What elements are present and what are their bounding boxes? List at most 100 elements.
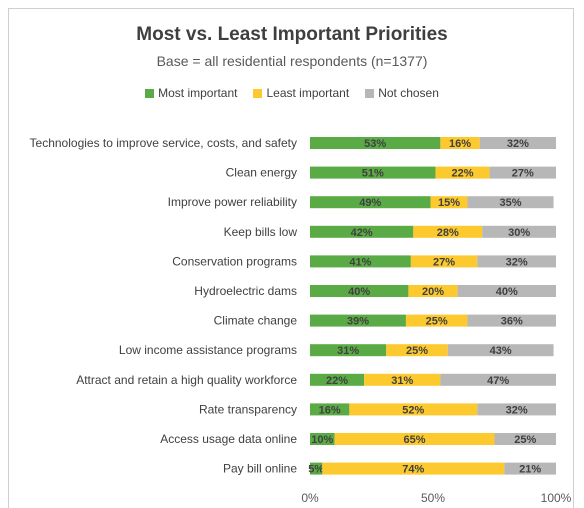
data-label: 53% <box>364 138 386 150</box>
bar-segment <box>334 433 495 445</box>
data-label: 30% <box>508 227 530 239</box>
data-label: 35% <box>499 197 521 209</box>
category-label: Access usage data online <box>160 432 297 446</box>
bar-segment <box>435 166 490 179</box>
data-label: 28% <box>437 227 459 239</box>
bar-segment <box>386 344 448 357</box>
bar-segment <box>364 373 441 386</box>
data-label: 22% <box>452 168 474 180</box>
data-label: 40% <box>348 286 370 298</box>
data-label: 25% <box>406 345 428 357</box>
data-label: 47% <box>487 375 509 387</box>
x-tick-label: 50% <box>421 491 445 505</box>
bar-segment <box>310 196 431 209</box>
bar-segment <box>467 196 554 209</box>
bar-segment <box>310 373 365 386</box>
bar-segment <box>479 137 556 149</box>
data-label: 20% <box>422 286 444 298</box>
category-label: Pay bill online <box>223 462 297 476</box>
bar-segment <box>322 462 505 475</box>
bar-segment <box>467 314 556 327</box>
chart-title: Most vs. Least Important Priorities <box>136 24 448 45</box>
data-label: 22% <box>326 375 348 387</box>
bar-segment <box>410 255 478 268</box>
legend-item: Not chosen <box>365 86 439 100</box>
legend-label: Least important <box>266 86 350 100</box>
bar-segment <box>310 314 406 327</box>
data-label: 42% <box>351 227 373 239</box>
data-label: 52% <box>402 404 424 416</box>
data-label: 36% <box>501 316 523 328</box>
category-label: Rate transparency <box>199 402 297 416</box>
category-label: Clean energy <box>226 166 297 180</box>
data-label: 16% <box>319 404 341 416</box>
category-label: Improve power reliability <box>168 195 297 209</box>
legend-swatch <box>253 88 263 98</box>
data-label: 51% <box>362 168 384 180</box>
data-label: 27% <box>433 256 455 268</box>
bar-segment <box>310 403 350 416</box>
bar-segment <box>349 403 478 416</box>
bar-segment <box>310 344 387 357</box>
bar-segment <box>310 433 335 445</box>
legend-label: Not chosen <box>378 86 439 100</box>
data-label: 31% <box>391 375 413 387</box>
legend-swatch <box>145 88 155 98</box>
x-tick-label: 100% <box>541 491 572 505</box>
chart-legend: Most important Least important Not chosen <box>0 86 584 100</box>
data-label: 39% <box>347 316 369 328</box>
bar-segment <box>405 314 468 327</box>
bar-segment <box>310 166 436 179</box>
legend-label: Most important <box>158 86 238 100</box>
bar-segment <box>447 344 554 357</box>
data-label: 41% <box>349 256 371 268</box>
data-label: 40% <box>496 286 518 298</box>
data-label: 49% <box>359 197 381 209</box>
chart-subtitle: Base = all residential respondents (n=13… <box>156 53 428 69</box>
bar-segment <box>408 285 458 297</box>
data-label: 32% <box>506 256 528 268</box>
data-label: 15% <box>438 197 460 209</box>
data-label: 5% <box>308 464 324 476</box>
bar-segment <box>482 225 556 238</box>
bar-segment <box>457 285 556 297</box>
data-label: 25% <box>426 316 448 328</box>
bar-segment <box>477 403 556 416</box>
data-label: 25% <box>514 434 536 446</box>
data-label: 65% <box>404 434 426 446</box>
data-label: 27% <box>512 168 534 180</box>
category-label: Low income assistance programs <box>119 343 297 357</box>
legend-swatch <box>365 88 375 98</box>
category-label: Technologies to improve service, costs, … <box>30 136 297 150</box>
bar-segment <box>440 373 556 386</box>
category-label: Attract and retain a high quality workfo… <box>76 373 297 387</box>
bar-segment <box>310 285 409 297</box>
category-label: Conservation programs <box>172 254 297 268</box>
category-label: Hydroelectric dams <box>194 284 297 298</box>
bar-segment <box>310 255 411 268</box>
category-label: Climate change <box>214 314 298 328</box>
bar-segment <box>440 137 480 149</box>
data-label: 16% <box>449 138 471 150</box>
bar-segment <box>310 462 323 475</box>
data-label: 32% <box>506 404 528 416</box>
bar-segment <box>477 255 556 268</box>
bar-segment <box>413 225 483 238</box>
data-label: 43% <box>490 345 512 357</box>
chart-frame <box>8 8 574 508</box>
bar-segment <box>310 225 414 238</box>
x-tick-label: 0% <box>301 491 319 505</box>
data-label: 10% <box>311 434 333 446</box>
bar-segment <box>430 196 468 209</box>
data-label: 31% <box>337 345 359 357</box>
data-label: 32% <box>507 138 529 150</box>
bar-segment <box>494 433 556 445</box>
bar-segment <box>310 137 441 149</box>
category-label: Keep bills low <box>224 225 298 239</box>
legend-item: Least important <box>253 86 349 100</box>
bar-segment <box>489 166 556 179</box>
data-label: 21% <box>519 464 541 476</box>
bar-segment <box>504 462 556 475</box>
legend-item: Most important <box>145 86 237 100</box>
